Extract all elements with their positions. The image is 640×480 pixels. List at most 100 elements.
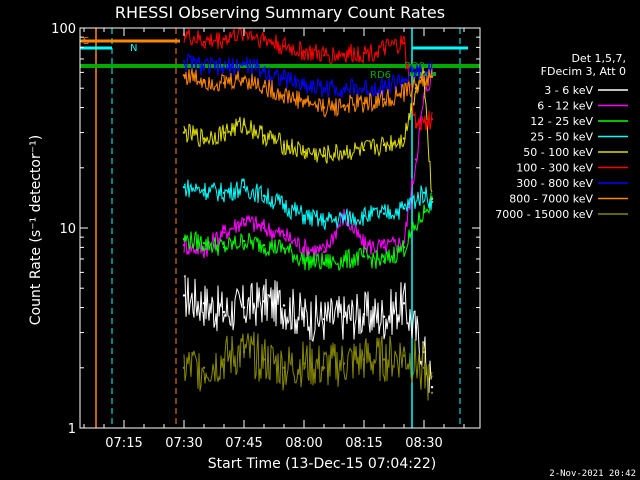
data-point	[302, 246, 306, 249]
series-line	[183, 178, 433, 230]
chart-title: RHESSI Observing Summary Count Rates	[115, 3, 445, 22]
data-point	[342, 315, 346, 318]
data-point	[362, 244, 366, 247]
flag-label-n: N	[130, 43, 137, 54]
data-point	[282, 204, 286, 207]
data-point	[382, 48, 386, 51]
data-point	[242, 239, 246, 243]
data-point	[242, 77, 246, 80]
data-point	[382, 98, 386, 101]
data-point	[282, 94, 286, 97]
data-point	[202, 366, 206, 369]
data-point	[182, 294, 186, 297]
data-point	[382, 246, 386, 249]
data-point	[262, 226, 266, 230]
series-line	[183, 27, 433, 132]
data-point	[182, 131, 186, 134]
data-point	[430, 197, 434, 200]
data-point	[262, 300, 266, 303]
data-point	[182, 74, 186, 77]
data-point	[382, 358, 386, 361]
data-point	[322, 106, 326, 109]
data-point	[430, 75, 434, 79]
data-point	[282, 234, 286, 237]
data-point	[362, 214, 366, 218]
data-point	[422, 78, 426, 82]
data-point	[282, 45, 286, 48]
data-point	[402, 41, 406, 45]
data-point	[402, 78, 406, 82]
data-point	[342, 150, 346, 154]
series-800-7000-kev	[182, 68, 434, 118]
series-line	[183, 192, 433, 272]
x-tick-label: 08:30	[405, 436, 442, 451]
series-line	[183, 274, 433, 393]
data-point	[430, 200, 434, 204]
data-point	[422, 210, 426, 214]
data-point	[262, 134, 266, 137]
data-point	[382, 212, 386, 215]
y-tick-label: 100	[51, 22, 76, 37]
data-point	[342, 259, 346, 262]
flag-label-rd6: RD6	[370, 70, 391, 81]
series-line	[183, 66, 433, 259]
data-point	[414, 125, 418, 129]
data-point	[414, 83, 418, 86]
data-point	[222, 310, 226, 314]
data-point	[302, 100, 306, 103]
y-tick-label: 1	[68, 422, 76, 437]
data-point	[202, 137, 206, 140]
y-axis: 1 10 100	[51, 22, 480, 437]
data-point	[322, 54, 326, 57]
data-point	[222, 246, 226, 249]
data-point	[182, 60, 186, 63]
data-point	[322, 317, 326, 321]
data-point	[414, 158, 418, 161]
series-300-800-kev	[182, 53, 434, 99]
data-point	[242, 306, 246, 309]
data-point	[202, 78, 206, 82]
x-tick-label: 07:15	[105, 436, 142, 451]
data-point	[262, 244, 266, 247]
data-point	[322, 87, 326, 90]
legend-entry-label: 25 - 50 keV	[530, 131, 593, 144]
data-point	[322, 366, 326, 369]
data-point	[362, 358, 366, 361]
x-tick-label: 07:30	[165, 436, 202, 451]
data-point	[430, 391, 434, 394]
data-point	[282, 366, 286, 369]
data-point	[302, 362, 306, 365]
data-point	[202, 302, 206, 305]
data-point	[302, 259, 306, 262]
legend-entry-label: 300 - 800 keV	[516, 177, 593, 190]
data-point	[342, 52, 346, 56]
data-point	[202, 65, 206, 68]
y-axis-label: Count Rate (s⁻¹ detector⁻¹)	[28, 135, 44, 325]
data-point	[342, 216, 346, 220]
series-group	[182, 27, 434, 401]
data-point	[342, 362, 346, 365]
x-axis: 07:15 07:30 07:45 08:00 08:15 08:30	[83, 28, 465, 451]
flag-label-s: S	[83, 36, 89, 47]
data-point	[242, 350, 246, 354]
x-axis-label: Start Time (13-Dec-15 07:04:22)	[208, 456, 436, 472]
legend-entry-label: 3 - 6 keV	[544, 84, 593, 97]
data-point	[362, 313, 366, 316]
data-point	[362, 87, 366, 91]
data-point	[382, 85, 386, 88]
data-point	[322, 154, 326, 157]
data-point	[342, 104, 346, 107]
y-tick-label: 10	[59, 222, 76, 237]
data-point	[430, 117, 434, 121]
data-point	[322, 250, 326, 254]
data-point	[302, 150, 306, 154]
data-point	[182, 237, 186, 241]
data-point	[382, 315, 386, 318]
data-point	[182, 366, 186, 369]
data-point	[222, 231, 226, 234]
legend-entry-label: 800 - 7000 keV	[509, 193, 593, 206]
data-point	[182, 244, 186, 247]
series-3-6-kev	[182, 274, 434, 393]
